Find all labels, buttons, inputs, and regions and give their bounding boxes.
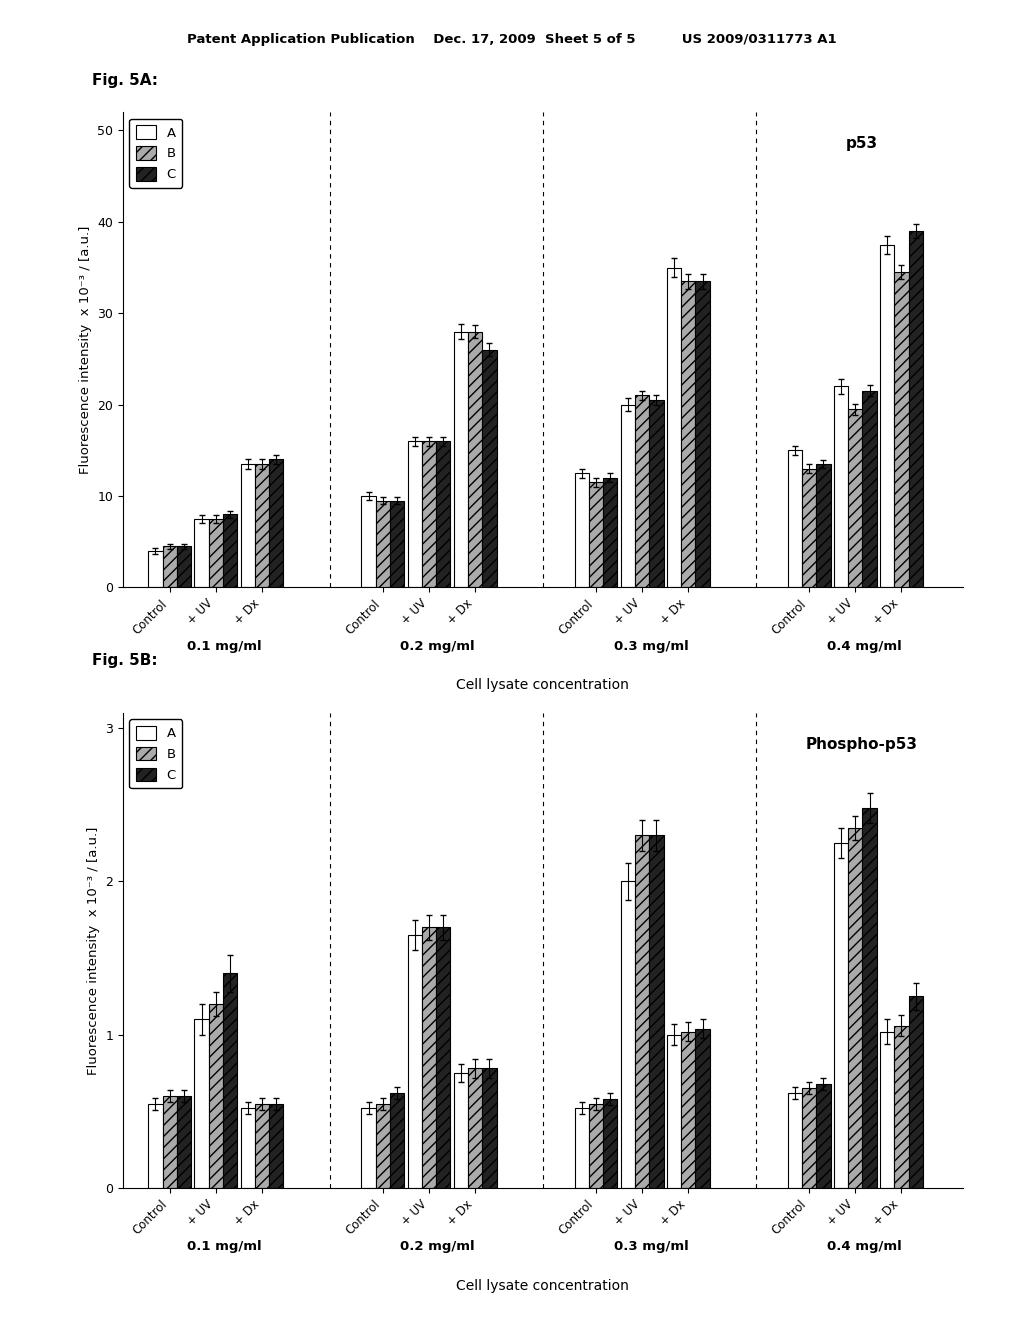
Bar: [787, 1093, 802, 1188]
Y-axis label: Fluorescence intensity  x 10⁻³ / [a.u.]: Fluorescence intensity x 10⁻³ / [a.u.]: [87, 826, 99, 1074]
Bar: [834, 843, 848, 1188]
Bar: [390, 1093, 404, 1188]
Bar: [816, 465, 830, 587]
Bar: [667, 1035, 681, 1188]
Bar: [816, 1084, 830, 1188]
Y-axis label: Fluorescence intensity  x 10⁻³ / [a.u.]: Fluorescence intensity x 10⁻³ / [a.u.]: [79, 226, 91, 474]
Bar: [408, 441, 422, 587]
Bar: [468, 331, 482, 587]
Bar: [408, 935, 422, 1188]
Bar: [635, 396, 649, 587]
Bar: [177, 1096, 191, 1188]
Bar: [195, 519, 209, 587]
Bar: [894, 272, 908, 587]
Text: 0.2 mg/ml: 0.2 mg/ml: [400, 1241, 475, 1253]
Text: 0.1 mg/ml: 0.1 mg/ml: [187, 1241, 262, 1253]
Bar: [454, 331, 468, 587]
Bar: [681, 281, 695, 587]
Bar: [269, 459, 284, 587]
Bar: [361, 496, 376, 587]
Bar: [848, 828, 862, 1188]
Legend: A, B, C: A, B, C: [129, 119, 182, 187]
Bar: [241, 465, 255, 587]
Bar: [589, 482, 603, 587]
Bar: [436, 441, 451, 587]
Text: 0.1 mg/ml: 0.1 mg/ml: [187, 640, 262, 652]
Bar: [880, 244, 894, 587]
Text: 0.3 mg/ml: 0.3 mg/ml: [613, 640, 688, 652]
Bar: [894, 1026, 908, 1188]
Bar: [635, 836, 649, 1188]
X-axis label: Cell lysate concentration: Cell lysate concentration: [457, 1279, 629, 1292]
Bar: [667, 268, 681, 587]
Bar: [422, 441, 436, 587]
Bar: [908, 231, 923, 587]
Bar: [255, 465, 269, 587]
Bar: [649, 836, 664, 1188]
Bar: [241, 1109, 255, 1188]
Bar: [148, 550, 163, 587]
Bar: [695, 1028, 710, 1188]
Bar: [574, 1109, 589, 1188]
Bar: [603, 478, 617, 587]
Text: Fig. 5A:: Fig. 5A:: [92, 73, 158, 87]
Bar: [880, 1032, 894, 1188]
Bar: [209, 519, 223, 587]
Bar: [269, 1104, 284, 1188]
Text: Fig. 5B:: Fig. 5B:: [92, 653, 158, 668]
Bar: [621, 405, 635, 587]
X-axis label: Cell lysate concentration: Cell lysate concentration: [457, 678, 629, 692]
Bar: [454, 1073, 468, 1188]
Bar: [223, 973, 238, 1188]
Bar: [376, 500, 390, 587]
Bar: [390, 500, 404, 587]
Bar: [649, 400, 664, 587]
Text: p53: p53: [846, 136, 878, 150]
Bar: [603, 1100, 617, 1188]
Text: 0.4 mg/ml: 0.4 mg/ml: [826, 640, 901, 652]
Text: Phospho-p53: Phospho-p53: [806, 737, 918, 751]
Bar: [255, 1104, 269, 1188]
Legend: A, B, C: A, B, C: [129, 719, 182, 788]
Bar: [148, 1104, 163, 1188]
Bar: [422, 928, 436, 1188]
Bar: [681, 1032, 695, 1188]
Text: 0.2 mg/ml: 0.2 mg/ml: [400, 640, 475, 652]
Bar: [223, 515, 238, 587]
Bar: [361, 1109, 376, 1188]
Bar: [163, 1096, 177, 1188]
Bar: [787, 450, 802, 587]
Bar: [468, 1068, 482, 1188]
Bar: [163, 546, 177, 587]
Bar: [482, 350, 497, 587]
Bar: [802, 1089, 816, 1188]
Bar: [376, 1104, 390, 1188]
Text: 0.4 mg/ml: 0.4 mg/ml: [826, 1241, 901, 1253]
Text: 0.3 mg/ml: 0.3 mg/ml: [613, 1241, 688, 1253]
Bar: [834, 387, 848, 587]
Bar: [574, 473, 589, 587]
Text: Patent Application Publication    Dec. 17, 2009  Sheet 5 of 5          US 2009/0: Patent Application Publication Dec. 17, …: [187, 33, 837, 46]
Bar: [848, 409, 862, 587]
Bar: [862, 391, 877, 587]
Bar: [802, 469, 816, 587]
Bar: [482, 1068, 497, 1188]
Bar: [436, 928, 451, 1188]
Bar: [177, 546, 191, 587]
Bar: [621, 882, 635, 1188]
Bar: [589, 1104, 603, 1188]
Bar: [908, 997, 923, 1188]
Bar: [209, 1005, 223, 1188]
Bar: [862, 808, 877, 1188]
Bar: [695, 281, 710, 587]
Bar: [195, 1019, 209, 1188]
